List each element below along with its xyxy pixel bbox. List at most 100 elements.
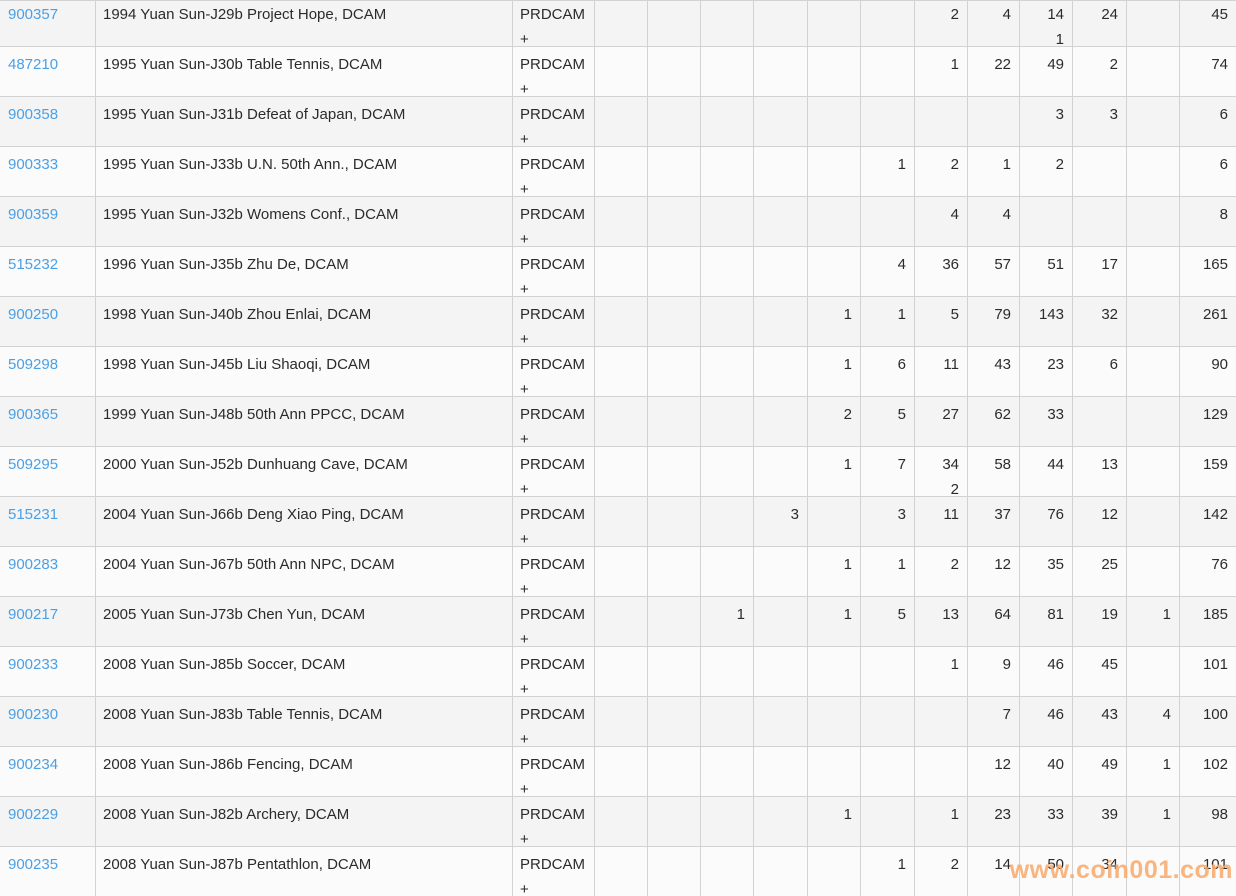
table-row: 900333 1995 Yuan Sun-J33b U.N. 50th Ann.,…	[0, 147, 1236, 197]
table-row: 515231 2004 Yuan Sun-J66b Deng Xiao Ping,…	[0, 497, 1236, 547]
grade-count-cell-5: 1	[808, 797, 861, 846]
grade-count-cell-10: 43	[1073, 697, 1127, 746]
grade-count-cell-9: 44	[1020, 447, 1073, 496]
row-total-cell: 76	[1211, 556, 1228, 573]
grade-count-cell-3	[701, 547, 754, 596]
coin-id-link[interactable]: 900217	[8, 606, 59, 623]
grade-count-cell-7: 13	[915, 597, 968, 646]
grade-count-cell-3	[701, 697, 754, 746]
grade-count-cell-9: 40	[1020, 747, 1073, 796]
grade-count-cell-1	[595, 347, 648, 396]
grade-count-cell-1	[595, 697, 648, 746]
row-total-cell: 45	[1211, 6, 1228, 23]
grade-count-cell-10: 13	[1073, 447, 1127, 496]
grade-count-cell-4: 3	[754, 497, 808, 546]
grade-count-cell-7: 11	[915, 347, 968, 396]
grade-count-cell-3	[701, 197, 754, 246]
coin-id-link[interactable]: 900229	[8, 806, 59, 823]
coin-id-cell: 900357	[0, 0, 96, 46]
grade-count-cell-6	[861, 0, 915, 46]
grade-count-cell-6	[861, 47, 915, 96]
grade-count-cell-4	[754, 847, 808, 896]
coin-id-link[interactable]: 900333	[8, 156, 59, 173]
grade-count-cell-10: 17	[1073, 247, 1127, 296]
grade-count-cell-5	[808, 197, 861, 246]
grade-count-cell-7: 1	[915, 647, 968, 696]
grade-count-cell-1	[595, 297, 648, 346]
grade-count-cell-7: 36	[915, 247, 968, 296]
grade-count-cell-10: 49	[1073, 747, 1127, 796]
coin-id-link[interactable]: 900365	[8, 406, 59, 423]
grade-count-cell-1	[595, 797, 648, 846]
coin-id-cell: 900230	[0, 697, 96, 746]
grade-count-cell-10	[1073, 147, 1127, 196]
grade-count-cell-10: 39	[1073, 797, 1127, 846]
grade-count-cell-1	[595, 197, 648, 246]
table-row: 509295 2000 Yuan Sun-J52b Dunhuang Cave, …	[0, 447, 1236, 497]
designation-cell: PRDCAM +	[513, 97, 595, 146]
grade-count-cell-7: 1	[915, 47, 968, 96]
grade-count-cell-7: 2	[915, 0, 968, 46]
coin-id-link[interactable]: 509298	[8, 356, 59, 373]
row-total-cell: 98	[1211, 806, 1228, 823]
grade-count-cell-8: 9	[968, 647, 1020, 696]
row-total-cell: 165	[1202, 256, 1228, 273]
coin-id-cell: 900250	[0, 297, 96, 346]
row-total-cell: 100	[1202, 706, 1228, 723]
grade-count-cell-9: 23	[1020, 347, 1073, 396]
table-row: 900250 1998 Yuan Sun-J40b Zhou Enlai, DCA…	[0, 297, 1236, 347]
coin-id-link[interactable]: 900234	[8, 756, 59, 773]
grade-count-cell-9: 33	[1020, 797, 1073, 846]
coin-id-link[interactable]: 487210	[8, 56, 59, 73]
coin-id-link[interactable]: 900359	[8, 206, 59, 223]
coin-id-link[interactable]: 900230	[8, 706, 59, 723]
coin-id-cell: 900234	[0, 747, 96, 796]
grade-count-cell-1	[595, 147, 648, 196]
coin-description: 2008 Yuan Sun-J87b Pentathlon, DCAM	[96, 847, 513, 896]
grade-count-cell-6: 5	[861, 597, 915, 646]
grade-count-cell-5: 2	[808, 397, 861, 446]
grade-count-cell-10	[1073, 197, 1127, 246]
grade-count-cell-10: 24	[1073, 0, 1127, 46]
grade-count-cell-4	[754, 247, 808, 296]
grade-count-cell-1	[595, 547, 648, 596]
coin-id-link[interactable]: 509295	[8, 456, 59, 473]
grade-count-cell-2	[648, 147, 701, 196]
grade-count-cell-11: 1	[1127, 597, 1180, 646]
coin-id-link[interactable]: 900233	[8, 656, 59, 673]
coin-id-link[interactable]: 515231	[8, 506, 59, 523]
grade-count-cell-6: 6	[861, 347, 915, 396]
grade-count-cell-10: 19	[1073, 597, 1127, 646]
coin-id-link[interactable]: 900283	[8, 556, 59, 573]
grade-count-cell-7: 2	[915, 847, 968, 896]
grade-count-cell-9: 3	[1020, 97, 1073, 146]
grade-count-cell-2	[648, 647, 701, 696]
grade-count-cell-5	[808, 697, 861, 746]
grade-count-cell-1	[595, 597, 648, 646]
grade-count-cell-3: 1	[701, 597, 754, 646]
coin-description: 2005 Yuan Sun-J73b Chen Yun, DCAM	[96, 597, 513, 646]
row-total-cell: 159	[1202, 456, 1228, 473]
grade-count-cell-7: 34 2	[915, 447, 968, 496]
grade-count-cell-4	[754, 447, 808, 496]
coin-id-link[interactable]: 900235	[8, 856, 59, 873]
grade-count-cell-10: 32	[1073, 297, 1127, 346]
grade-count-cell-6: 1	[861, 297, 915, 346]
coin-id-link[interactable]: 515232	[8, 256, 59, 273]
grade-count-cell-6	[861, 197, 915, 246]
row-total-cell: 185	[1202, 606, 1228, 623]
coin-id-link[interactable]: 900358	[8, 106, 59, 123]
coin-id-link[interactable]: 900357	[8, 6, 59, 23]
grade-count-cell-2	[648, 847, 701, 896]
grade-count-cell-9: 14 1	[1020, 0, 1073, 46]
grade-count-cell-7: 5	[915, 297, 968, 346]
grade-count-cell-8: 12	[968, 747, 1020, 796]
grade-count-cell-2	[648, 447, 701, 496]
table-row: 900229 2008 Yuan Sun-J82b Archery, DCAM PR…	[0, 797, 1236, 847]
grade-count-cell-7: 2	[915, 547, 968, 596]
grade-count-cell-8: 62	[968, 397, 1020, 446]
coin-id-link[interactable]: 900250	[8, 306, 59, 323]
grade-count-cell-10: 34	[1073, 847, 1127, 896]
grade-count-cell-2	[648, 297, 701, 346]
